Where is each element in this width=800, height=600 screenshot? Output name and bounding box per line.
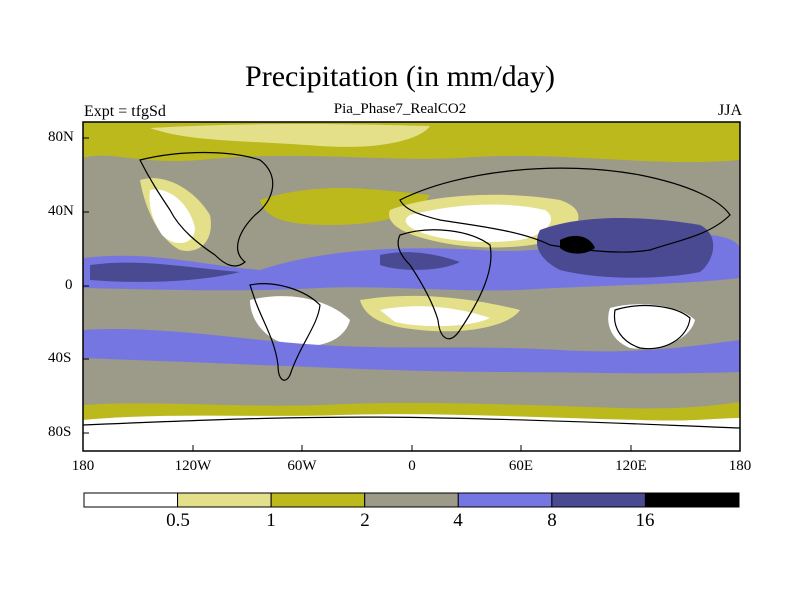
colorbar-label: 0.5 — [166, 510, 190, 531]
coastlines — [83, 151, 740, 429]
field-fill-arctic-light — [150, 124, 430, 147]
field-fill-monsoon-darkblue — [536, 218, 714, 278]
australia-outline — [613, 305, 691, 350]
field-fill-antarctic-white — [83, 414, 740, 451]
lat-tick-label: 40S — [48, 350, 72, 366]
field-fill-africa-darkblue — [380, 252, 460, 270]
colorbar-swatch — [83, 492, 179, 508]
eurasia-outline — [399, 167, 731, 253]
lon-tick-label: 0 — [408, 458, 416, 474]
colorbar-label: 2 — [360, 510, 370, 531]
colorbar-swatch — [364, 492, 459, 508]
axis-ticks — [82, 137, 741, 451]
colorbar-swatch — [177, 492, 272, 508]
lat-tick-label: 80S — [48, 424, 72, 440]
colorbar-swatch — [457, 492, 553, 508]
run-name-label: Pia_Phase7_RealCO2 — [333, 101, 467, 117]
plot-title: Precipitation (in mm/day) — [245, 60, 555, 93]
colorbar-swatch — [644, 492, 740, 508]
south-america-outline — [249, 283, 321, 381]
field-fill-monsoon-black — [560, 235, 595, 254]
lat-tick-label: 80N — [48, 129, 74, 145]
colorbar-label: 16 — [635, 510, 655, 531]
colorbar-label: 8 — [547, 510, 557, 531]
field-fill-atlantic-yellow — [260, 188, 430, 225]
colorbar-label: 4 — [453, 510, 463, 531]
lat-tick-label: 0 — [65, 277, 73, 293]
field-fill-satlantic-white — [380, 306, 490, 327]
lon-tick-label: 180 — [71, 458, 95, 474]
field-fill-australia-white — [608, 304, 695, 349]
field-fill-southern-blue — [83, 328, 740, 374]
lon-tick-label: 120E — [615, 458, 647, 474]
colorbar — [83, 492, 740, 508]
colorbar-label: 1 — [266, 510, 276, 531]
colorbar-swatch — [270, 492, 366, 508]
field-fill-sa-white — [250, 296, 350, 347]
season-label: JJA — [717, 102, 742, 119]
antarctica-outline — [83, 416, 740, 429]
lon-tick-label: 120W — [174, 458, 212, 474]
colorbar-swatch — [551, 492, 646, 508]
precipitation-field — [83, 122, 740, 451]
field-fill-pacific-darkblue — [90, 262, 240, 282]
africa-outline — [397, 229, 492, 340]
north-america-outline — [139, 151, 274, 267]
experiment-label: Expt = tfgSd — [84, 103, 166, 120]
lat-tick-label: 40N — [48, 203, 74, 219]
lon-tick-label: 60E — [508, 458, 534, 474]
lon-tick-label: 180 — [728, 458, 752, 474]
lon-tick-label: 60W — [287, 458, 317, 474]
